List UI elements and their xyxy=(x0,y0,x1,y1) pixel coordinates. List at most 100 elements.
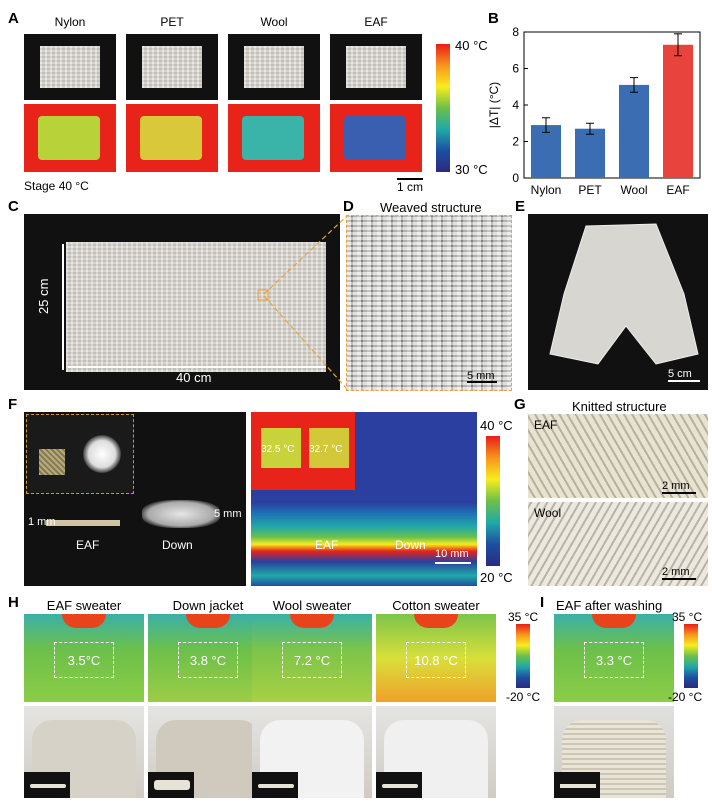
scale-label-a: 1 cm xyxy=(397,180,424,194)
colorbar-f-bottom: 20 °C xyxy=(480,570,513,585)
panel-label-g: G xyxy=(514,396,526,413)
knit-scale-1: 2 mm xyxy=(662,480,690,492)
knit-eaf xyxy=(528,414,708,498)
panel-label-e: E xyxy=(515,198,526,215)
panel-label-a: A xyxy=(8,10,19,27)
panel-label-d: D xyxy=(343,198,354,215)
colorbar-a xyxy=(436,44,450,172)
thermal-sweater-3: 10.8 °C xyxy=(376,614,496,702)
sample-thermal-pet xyxy=(126,104,218,172)
bar-pet xyxy=(575,128,605,178)
stage-label: Stage 40 °C xyxy=(24,179,89,193)
eaf-sample xyxy=(39,449,65,475)
sample-thermal-nylon xyxy=(24,104,116,172)
height-arrow xyxy=(62,244,64,370)
colorbar-h-top: 35 °C xyxy=(508,610,539,624)
x-tick-label-wool: Wool xyxy=(620,183,647,197)
temp-box-washing: 3.3 °C xyxy=(584,642,644,678)
temp-box-1: 3.8 °C xyxy=(178,642,238,678)
panel-label-b: B xyxy=(488,10,499,27)
sample-label-pet: PET xyxy=(160,15,184,29)
bar-wool xyxy=(619,84,649,178)
colorbar-a-top: 40 °C xyxy=(455,38,488,53)
eaf-thickness: 1 mm xyxy=(28,516,56,528)
scale-label-f: 10 mm xyxy=(435,548,469,560)
y-tick-label: 0 xyxy=(512,171,519,185)
sample-label-nylon: Nylon xyxy=(54,15,86,29)
knit-eaf-label: EAF xyxy=(534,418,558,432)
knit-scale-bar-1 xyxy=(662,492,696,494)
panel-label-c: C xyxy=(8,198,19,215)
y-axis-label: |ΔT| (°C) xyxy=(487,82,501,128)
knit-scale-2: 2 mm xyxy=(662,566,690,578)
sweater-title-2: Wool sweater xyxy=(272,598,352,613)
down-label-thermal: Down xyxy=(395,538,426,552)
knit-title: Knitted structure xyxy=(572,399,667,414)
width-label: 40 cm xyxy=(176,370,212,385)
down-thickness: 5 mm xyxy=(214,508,242,520)
temp-down: 32.7 °C xyxy=(309,444,343,455)
width-arrow xyxy=(68,366,326,368)
down-label: Down xyxy=(162,538,193,552)
temp-sweater-3: 10.8 °C xyxy=(414,652,458,668)
fabric-sheet xyxy=(66,242,326,372)
thermal-sweater-2: 7.2 °C xyxy=(252,614,372,702)
sweater-title-0: EAF sweater xyxy=(46,598,122,613)
photo-sweater-2 xyxy=(252,706,372,798)
eaf-label-thermal: EAF xyxy=(315,538,339,552)
inset-photo xyxy=(26,414,134,494)
knit-wool-label: Wool xyxy=(534,506,562,520)
down-blob xyxy=(142,500,220,528)
sample-thermal-wool xyxy=(228,104,320,172)
temp-sweater-0: 3.5°C xyxy=(67,652,101,668)
weave-title: Weaved structure xyxy=(380,200,482,215)
thermal-washing: 3.3 °C xyxy=(554,614,674,702)
colorbar-a-bottom: 30 °C xyxy=(455,162,488,177)
thermal-f: 32.5 °C 32.7 °C EAF Down 10 mm xyxy=(251,412,477,586)
thermal-sweater-1: 3.8 °C xyxy=(148,614,268,702)
temp-washing: 3.3 °C xyxy=(595,652,633,668)
sample-photo-nylon xyxy=(24,34,116,100)
photo-sweater-3 xyxy=(376,706,496,798)
eaf-strip xyxy=(46,520,120,526)
thermal-sweater-0: 3.5°C xyxy=(24,614,144,702)
panel-label-f: F xyxy=(8,396,18,413)
shorts-shape xyxy=(549,223,699,365)
bar-eaf xyxy=(663,44,693,179)
knit-wool xyxy=(528,502,708,586)
colorbar-f xyxy=(486,436,500,566)
sweater-title-1: Down jacket xyxy=(172,598,244,613)
photo-washing xyxy=(554,706,674,798)
temp-box-2: 7.2 °C xyxy=(282,642,342,678)
colorbar-f-top: 40 °C xyxy=(480,418,513,433)
y-tick-label: 2 xyxy=(512,135,519,149)
scale-bar-e xyxy=(668,380,700,382)
sample-label-wool: Wool xyxy=(260,15,288,29)
photo-sweater-0 xyxy=(24,706,144,798)
sample-photo-pet xyxy=(126,34,218,100)
x-tick-label-eaf: EAF xyxy=(666,183,689,197)
shorts-photo: 5 cm xyxy=(528,214,708,390)
sweater-title-3: Cotton sweater xyxy=(392,598,480,613)
x-tick-label-nylon: Nylon xyxy=(531,183,562,197)
panel-label-h: H xyxy=(8,594,19,611)
panel-label-i: I xyxy=(540,594,545,611)
bar-nylon xyxy=(531,125,561,178)
thermal-inset: 32.5 °C 32.7 °C xyxy=(251,412,355,490)
y-tick-label: 4 xyxy=(512,98,519,112)
sample-photo-wool xyxy=(228,34,320,100)
temp-box-0: 3.5°C xyxy=(54,642,114,678)
colorbar-i xyxy=(684,624,698,688)
eaf-label: EAF xyxy=(76,538,100,552)
eaf-down-photo: 1 mm 5 mm EAF Down xyxy=(24,412,246,586)
knit-scale-bar-2 xyxy=(662,578,696,580)
y-tick-label: 6 xyxy=(512,62,519,76)
washing-title: EAF after washing xyxy=(556,598,663,613)
scale-label-e: 5 cm xyxy=(668,368,692,380)
temp-sweater-1: 3.8 °C xyxy=(189,652,227,668)
zoom-lines xyxy=(257,214,349,391)
photo-sweater-1 xyxy=(148,706,268,798)
temp-eaf: 32.5 °C xyxy=(261,444,295,455)
scale-bar-a xyxy=(397,178,423,180)
height-label: 25 cm xyxy=(36,278,51,314)
